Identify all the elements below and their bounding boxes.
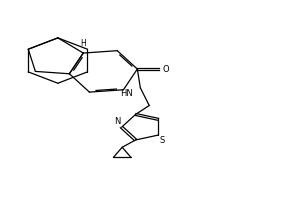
Text: O: O [162, 65, 169, 74]
Text: S: S [160, 136, 165, 145]
Text: N: N [114, 117, 120, 126]
Text: HN: HN [120, 89, 133, 98]
Text: H: H [80, 39, 86, 48]
